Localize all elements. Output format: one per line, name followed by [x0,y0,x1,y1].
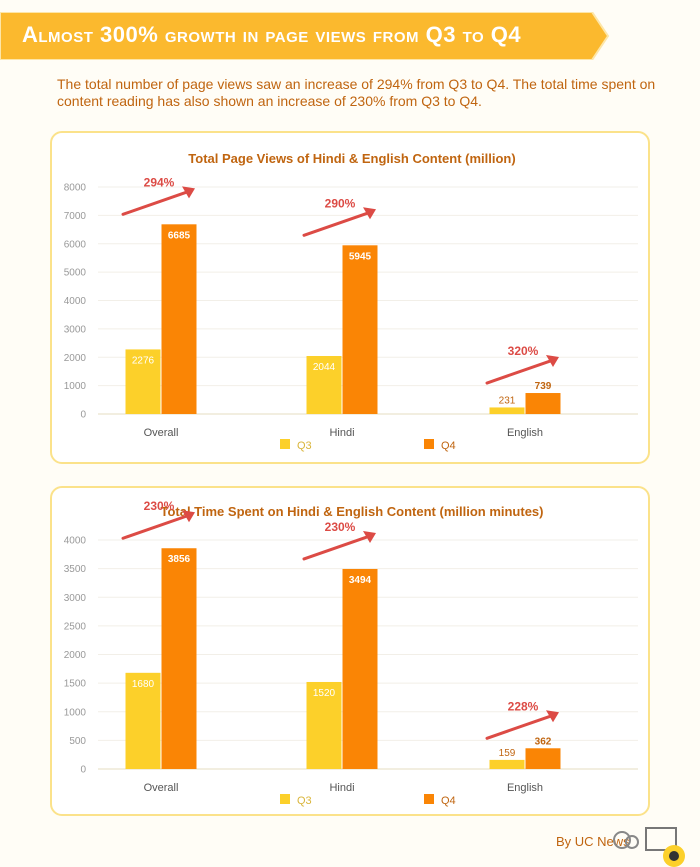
growth-arrow [485,358,555,385]
x-tick-label: Overall [144,782,179,794]
y-tick-label: 2500 [64,621,87,632]
y-tick-label: 2000 [64,650,87,661]
time-spent-chart: Total Time Spent on Hindi & English Cont… [64,499,638,807]
growth-arrow-head [363,530,376,543]
data-label-q3: 1680 [132,679,155,690]
data-label-q3: 231 [499,395,516,406]
x-tick-label: English [507,427,543,439]
growth-label: 290% [325,196,356,210]
page-title: Almost 300% growth in page views from Q3… [22,22,522,47]
bar-q4 [161,224,197,414]
y-tick-label: 1000 [64,707,87,718]
bar-q3 [489,407,525,414]
bar-q4 [342,245,378,414]
bar-q4 [525,393,561,414]
y-tick-label: 4000 [64,536,87,547]
growth-label: 230% [325,520,356,534]
x-tick-label: English [507,782,543,794]
growth-arrow-head [363,207,376,220]
legend-label: Q4 [441,440,456,452]
legend-label: Q3 [297,795,312,807]
y-tick-label: 3500 [64,564,87,575]
bar-q4 [525,748,561,769]
y-tick-label: 1500 [64,679,87,690]
footer-credit: By UC News [556,834,630,849]
page-views-chart-panel: Total Page Views of Hindi & English Cont… [50,131,650,464]
growth-label: 320% [508,344,539,358]
header-banner: Almost 300% growth in page views from Q3… [0,12,610,60]
bar-q3 [125,349,161,414]
time-spent-chart-panel: Total Time Spent on Hindi & English Cont… [50,486,650,816]
growth-label: 228% [508,699,539,713]
banner-shape [0,12,610,60]
y-tick-label: 8000 [64,183,87,194]
x-tick-label: Overall [144,427,179,439]
legend-label: Q3 [297,440,312,452]
y-tick-label: 4000 [64,296,87,307]
growth-arrow-head [546,710,559,723]
legend-swatch-q4 [424,794,434,804]
growth-arrow [485,713,555,740]
data-label-q4: 362 [535,736,552,747]
bar-q3 [125,672,161,769]
legend-swatch-q3 [280,439,290,449]
data-label-q3: 159 [499,748,516,759]
y-tick-label: 5000 [64,268,87,279]
x-tick-label: Hindi [329,782,354,794]
y-tick-label: 0 [80,765,86,776]
bar-q4 [161,548,197,769]
growth-arrow [121,513,191,540]
growth-arrow [302,534,372,561]
y-tick-label: 2000 [64,353,87,364]
data-label-q4: 6685 [168,230,191,241]
legend-swatch-q3 [280,794,290,804]
page-views-chart: Total Page Views of Hindi & English Cont… [64,151,638,452]
growth-arrow-head [182,186,195,199]
chart-title: Total Time Spent on Hindi & English Cont… [160,504,543,519]
data-label-q3: 2044 [313,362,336,373]
legend-label: Q4 [441,795,456,807]
data-label-q4: 3494 [349,575,372,586]
bar-q4 [342,568,378,769]
logo-icon [613,827,685,867]
y-tick-label: 3000 [64,593,87,604]
bar-q3 [306,356,342,414]
data-label-q4: 3856 [168,554,191,565]
y-tick-label: 500 [69,736,86,747]
y-tick-label: 7000 [64,211,87,222]
data-label-q3: 2276 [132,355,155,366]
growth-arrow-head [546,355,559,368]
growth-label: 230% [144,499,175,513]
data-label-q4: 739 [535,381,552,392]
legend-swatch-q4 [424,439,434,449]
x-tick-label: Hindi [329,427,354,439]
y-tick-label: 6000 [64,239,87,250]
data-label-q3: 1520 [313,688,336,699]
bar-q3 [489,759,525,769]
y-tick-label: 0 [80,410,86,421]
growth-arrow-head [182,510,195,523]
intro-text: The total number of page views saw an in… [57,76,656,109]
growth-label: 294% [144,175,175,189]
growth-arrow [121,189,191,216]
y-tick-label: 3000 [64,324,87,335]
y-tick-label: 1000 [64,381,87,392]
growth-arrow [302,210,372,237]
data-label-q4: 5945 [349,251,372,262]
bar-q3 [306,681,342,769]
chart-title: Total Page Views of Hindi & English Cont… [188,151,515,166]
